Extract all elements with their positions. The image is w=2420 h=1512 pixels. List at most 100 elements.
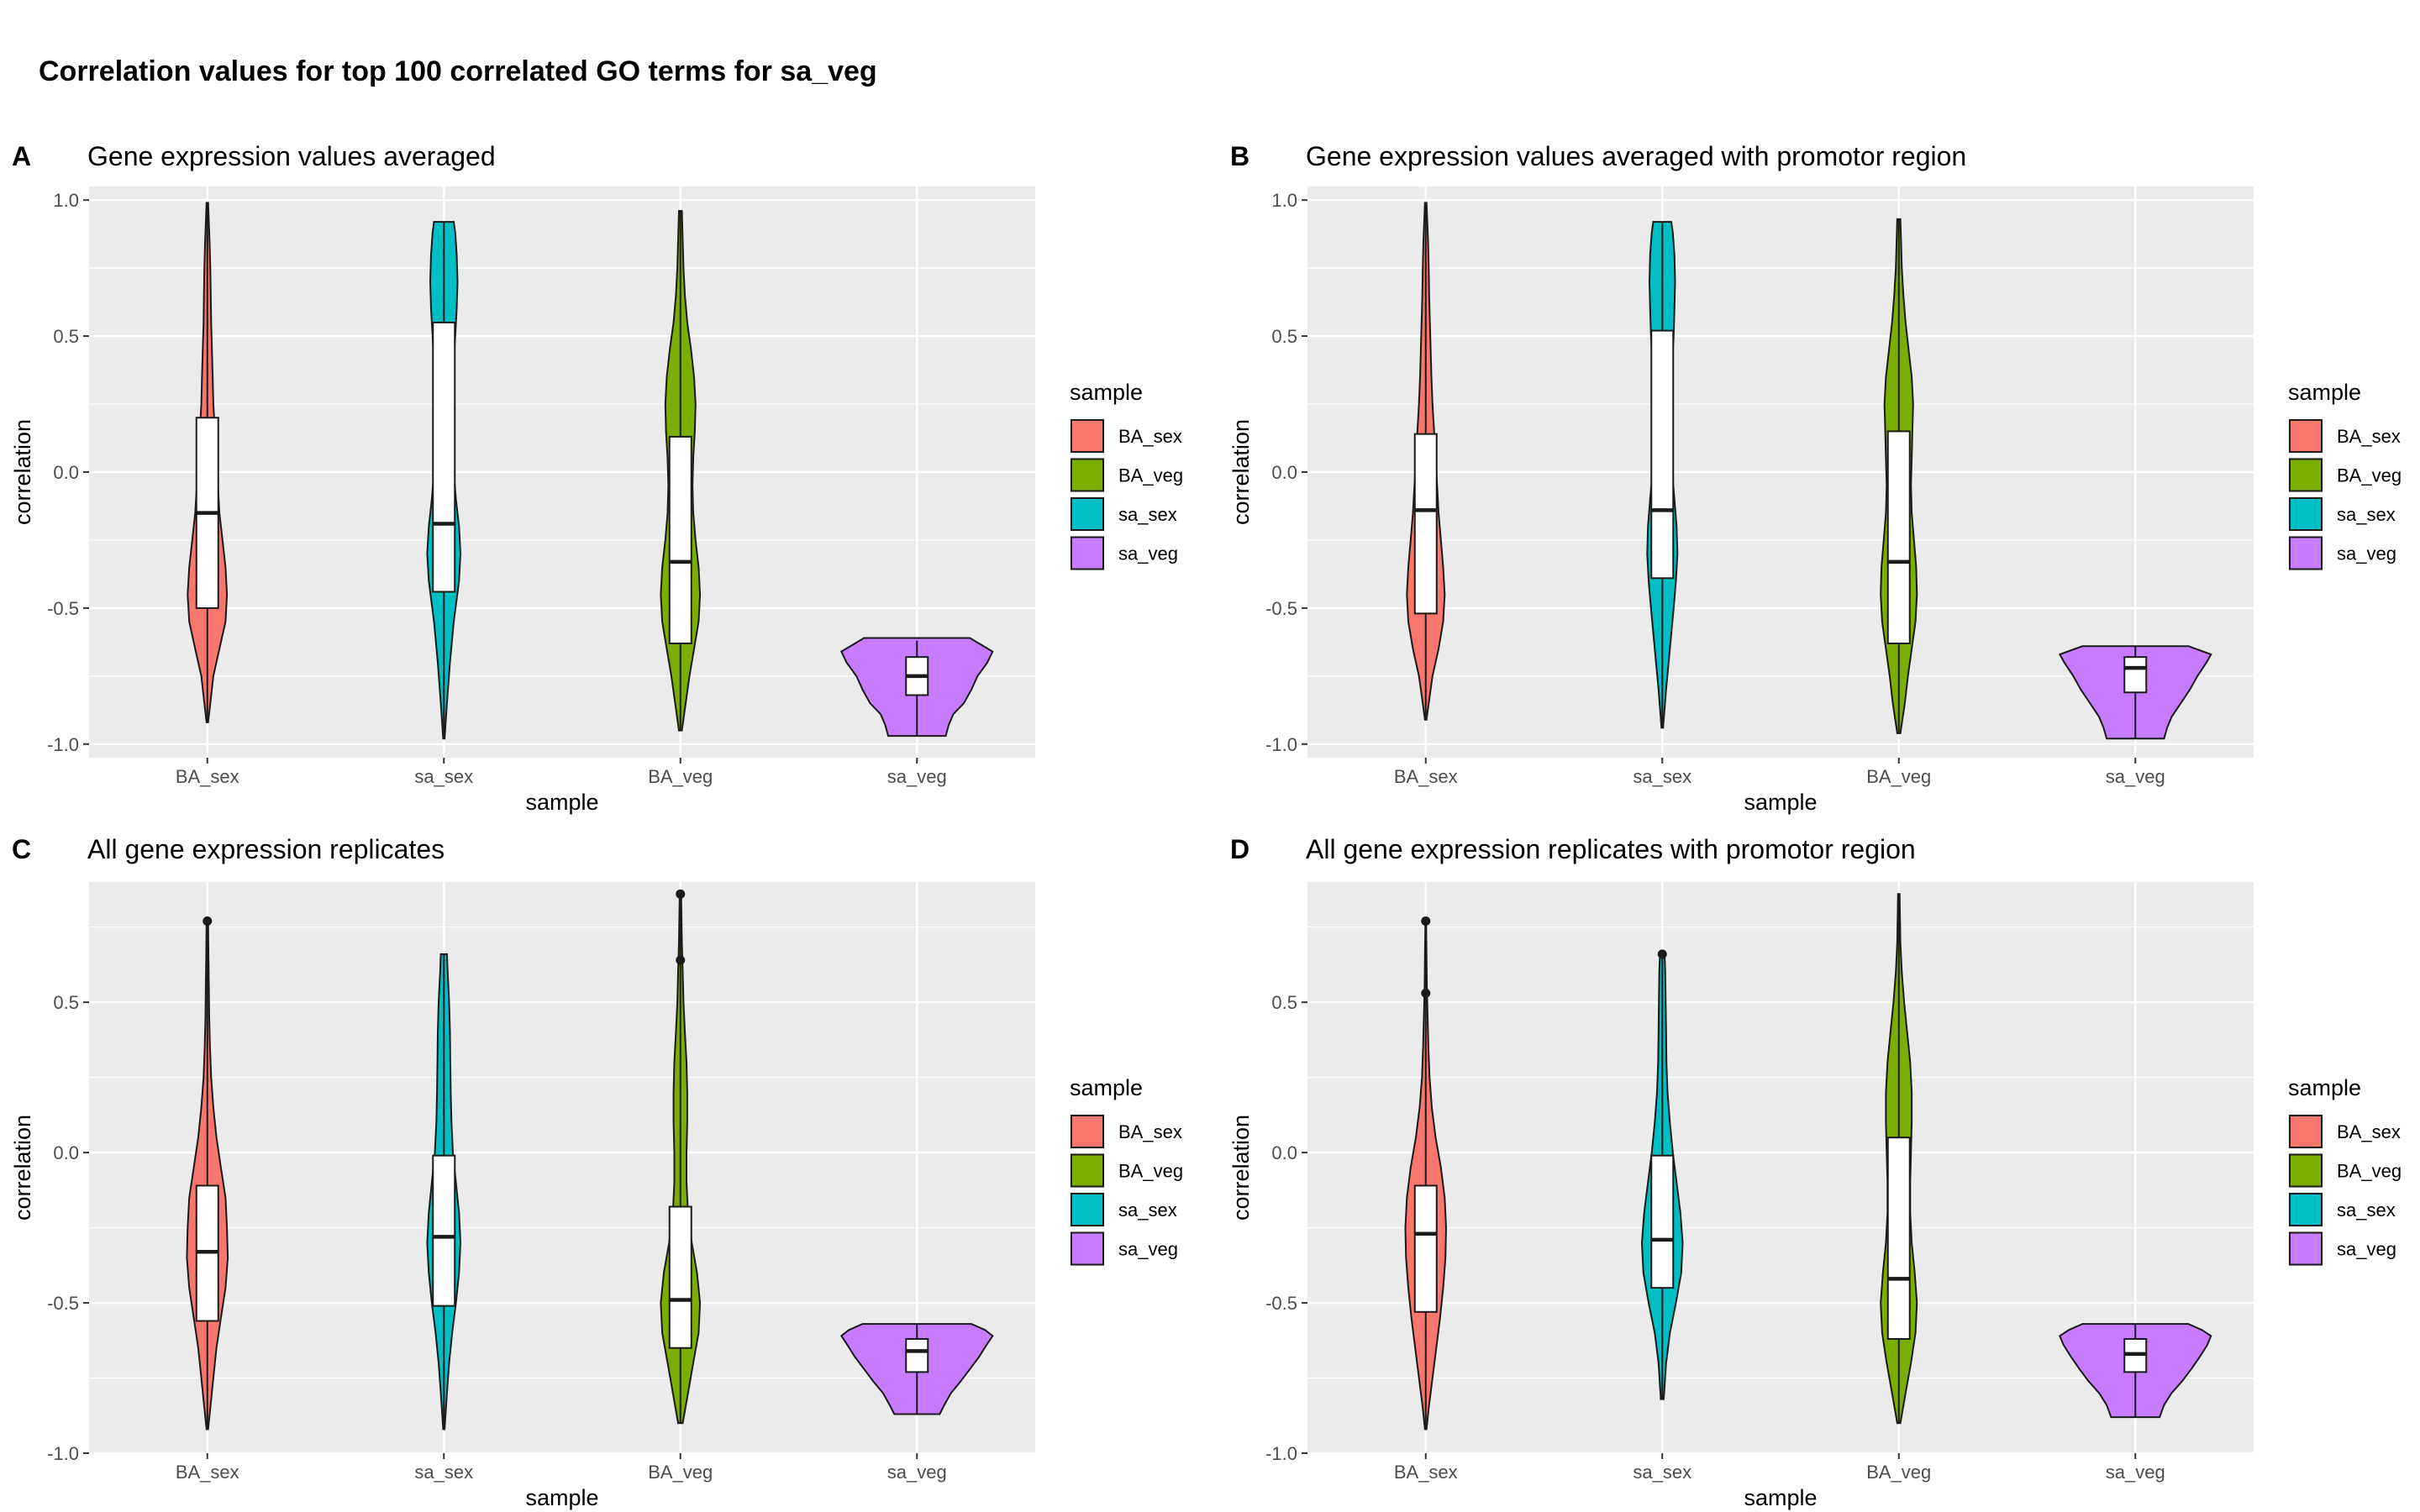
y-tick-label: -0.5 [1265,598,1297,619]
violin-sa_veg [2058,645,2212,740]
x-tick-label: sa_sex [1633,1462,1691,1483]
y-tick-label: -1.0 [1265,1443,1297,1464]
violin-BA_veg [1880,218,1918,734]
box [2123,656,2148,694]
x-tick-label: sa_veg [2106,1462,2165,1483]
legend-label: sa_veg [1118,1239,1178,1260]
legend: sample BA_sex BA_veg sa_sex sa_veg [2288,1075,2402,1267]
y-tick-label: 0.5 [53,326,79,347]
legend-key-BA_sex [2289,419,2323,453]
legend: sample BA_sex BA_veg sa_sex sa_veg [1070,380,1183,571]
panel-a: A Gene expression values averaged -1.0 -0.5… [10,141,1183,815]
panel-letter: D [1230,834,1249,864]
x-tick-label: sa_sex [414,1462,473,1483]
violin-BA_veg [660,210,702,732]
legend-key-sa_sex [2289,497,2323,531]
panels: A Gene expression values averaged -1.0 -0.5… [10,141,2402,1510]
legend-key-sa_veg [2289,1231,2323,1266]
x-tick-label: BA_veg [648,1462,713,1483]
legend-label: sa_sex [1118,504,1177,525]
legend-label: BA_sex [2337,426,2401,447]
y-tick-label: 0.5 [53,992,79,1013]
violin-BA_veg [660,889,702,1425]
box [1650,329,1675,580]
legend-title: sample [1070,1075,1143,1100]
box [1886,1137,1911,1341]
x-tick-label: sa_sex [1633,766,1691,787]
box [668,1205,692,1349]
legend-key-BA_sex [1071,1115,1104,1148]
legend-key-sa_veg [1071,1231,1104,1266]
outlier-point [203,916,213,927]
legend-key-BA_sex [1071,419,1104,453]
main-title: Correlation values for top 100 correlate… [39,55,877,87]
box [1413,433,1438,615]
legend: sample BA_sex BA_veg sa_sex sa_veg [1070,1075,1183,1267]
y-tick-label: 0.0 [53,462,79,483]
x-tick-label: BA_veg [1866,766,1931,787]
y-axis-title: correlation [1228,419,1254,525]
x-tick-label: BA_veg [648,766,713,787]
legend-label: BA_veg [1118,465,1183,486]
panel-c: C All gene expression replicates -1.0 -0.5 0… [10,834,1183,1510]
y-tick-label: 0.0 [1271,462,1297,483]
outlier-point [676,889,686,899]
y-tick-label: 1.0 [1271,190,1297,211]
panel-title: All gene expression replicates [87,834,445,864]
x-tick-label: BA_veg [1866,1462,1931,1483]
violin-sa_veg [2059,1323,2212,1419]
legend-label: sa_sex [2337,1200,2396,1221]
x-axis-title: sample [1744,790,1817,815]
y-tick-label: -1.0 [47,734,79,755]
legend-key-sa_sex [1071,1193,1104,1226]
x-tick-label: sa_veg [2106,766,2165,787]
violin-sa_sex [426,953,462,1431]
y-axis-title: correlation [1228,1115,1254,1221]
outlier-point [676,955,686,965]
legend-key-BA_veg [1071,1153,1104,1188]
legend-key-BA_veg [2289,1153,2323,1188]
legend-label: BA_sex [1118,426,1182,447]
y-tick-label: 0.0 [1271,1142,1297,1163]
panel-letter: A [12,141,31,171]
violin-sa_sex [1646,221,1679,729]
y-tick-label: 0.5 [1271,326,1297,347]
panel-title: Gene expression values averaged [87,141,496,171]
legend-label: BA_veg [2337,1161,2402,1182]
legend-key-sa_veg [2289,536,2323,570]
y-tick-label: -0.5 [47,1293,79,1314]
legend: sample BA_sex BA_veg sa_sex sa_veg [2288,380,2402,571]
panel-b: B Gene expression values averaged with pr… [1228,141,2402,815]
violin-sa_veg [839,1323,994,1415]
box [432,321,456,593]
legend-key-BA_veg [2289,458,2323,492]
x-tick-label: BA_sex [176,766,239,787]
panel-title: All gene expression replicates with prom… [1306,834,1916,864]
panel-d: D All gene expression replicates with pro… [1228,834,2402,1510]
y-axis-title: correlation [10,419,35,525]
violin-BA_sex [186,916,229,1431]
y-tick-label: -0.5 [47,598,79,619]
y-tick-label: 1.0 [53,190,79,211]
legend-key-sa_sex [2289,1193,2323,1226]
legend-label: BA_veg [2337,465,2402,486]
panel-letter: B [1230,141,1249,171]
legend-label: BA_sex [1118,1121,1182,1142]
y-tick-label: -1.0 [47,1443,79,1464]
violin-sa_sex [426,221,462,740]
y-tick-label: 0.0 [53,1142,79,1163]
x-tick-label: BA_sex [176,1462,239,1483]
legend-key-sa_veg [1071,536,1104,570]
panel-letter: C [12,834,31,864]
y-tick-label: -0.5 [1265,1293,1297,1314]
x-tick-label: BA_sex [1394,766,1458,787]
x-axis-title: sample [1744,1485,1817,1510]
y-tick-label: -1.0 [1265,734,1297,755]
legend-title: sample [2288,1075,2361,1100]
outlier-point [1421,916,1431,927]
legend-label: sa_veg [2337,1239,2396,1260]
y-axis-title: correlation [10,1115,35,1221]
violin-BA_sex [187,202,229,723]
violin-BA_sex [1406,202,1446,721]
